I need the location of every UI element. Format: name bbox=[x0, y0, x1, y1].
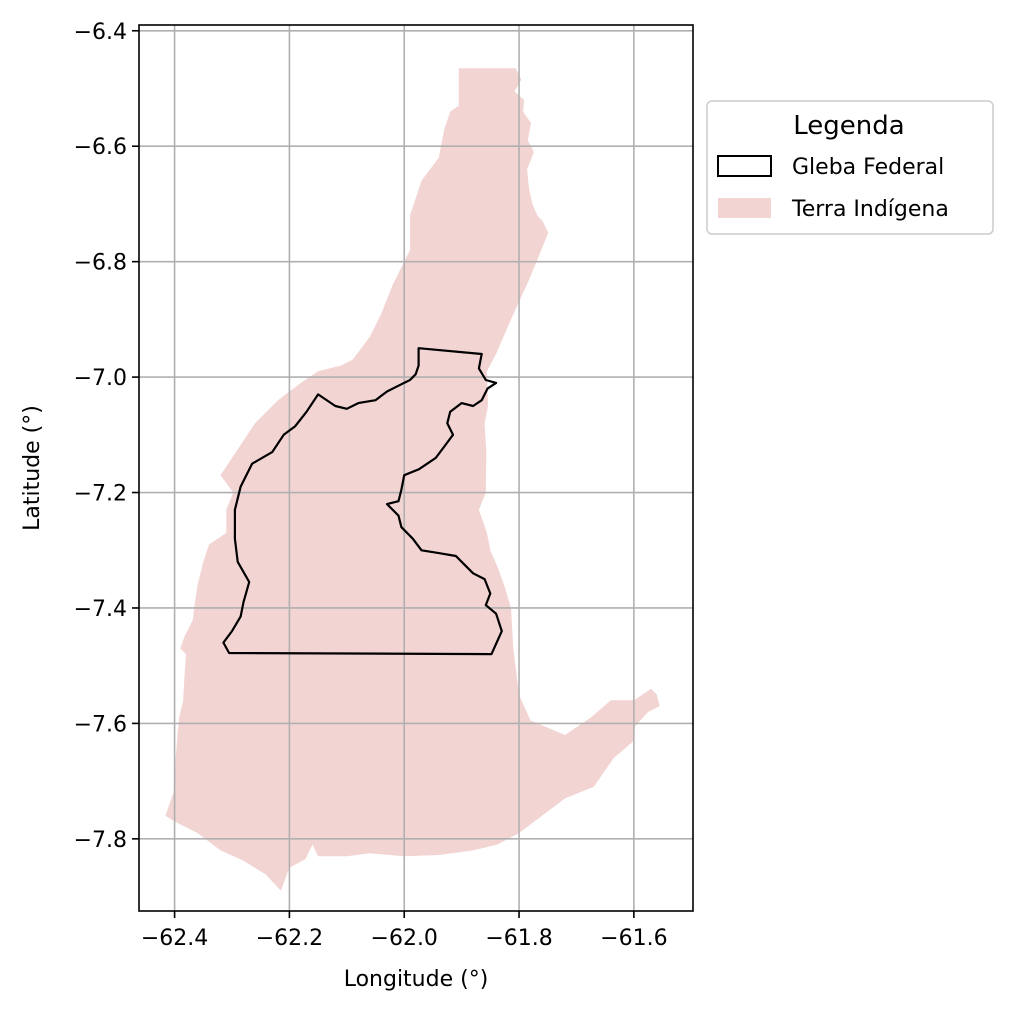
x-tick-label: −61.8 bbox=[485, 926, 552, 951]
y-axis-title: Latitude (°) bbox=[20, 405, 45, 531]
y-tick-label: −7.6 bbox=[74, 712, 127, 737]
gleba-federal-boundary bbox=[222, 347, 503, 656]
plot-area bbox=[138, 24, 694, 912]
y-axis-ticks: −6.4 −6.6 −6.8 −7.0 −7.2 −7.4 −7.6 −7.8 bbox=[74, 20, 139, 853]
x-tick-label: −62.0 bbox=[371, 926, 438, 951]
y-tick-label: −7.4 bbox=[74, 597, 127, 622]
y-tick-label: −7.2 bbox=[74, 482, 127, 507]
y-tick-label: −6.8 bbox=[74, 251, 127, 276]
plot-frame bbox=[138, 24, 694, 912]
legend-label-terra: Terra Indígena bbox=[791, 197, 949, 222]
y-tick-label: −7.8 bbox=[74, 828, 127, 853]
y-tick-label: −7.0 bbox=[74, 366, 127, 391]
gleba-federal-layer bbox=[222, 347, 503, 656]
grid-lines bbox=[139, 25, 693, 911]
legend: Legenda Gleba Federal Terra Indígena bbox=[706, 100, 994, 235]
legend-label-gleba: Gleba Federal bbox=[792, 155, 944, 180]
x-axis-title: Longitude (°) bbox=[344, 967, 489, 992]
x-tick-label: −62.2 bbox=[256, 926, 323, 951]
legend-swatch-gleba bbox=[717, 155, 772, 177]
legend-title: Legenda bbox=[793, 111, 904, 141]
x-axis-ticks: −62.4 −62.2 −62.0 −61.8 −61.6 bbox=[141, 911, 668, 951]
legend-box bbox=[706, 100, 994, 235]
y-tick-label: −6.4 bbox=[74, 20, 127, 45]
legend-swatch-terra bbox=[718, 198, 771, 218]
x-tick-label: −62.4 bbox=[141, 926, 208, 951]
y-tick-label: −6.6 bbox=[74, 135, 127, 160]
x-tick-label: −61.6 bbox=[600, 926, 667, 951]
